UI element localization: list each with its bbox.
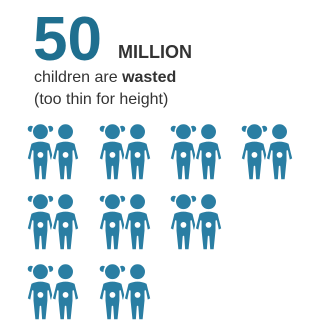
children-icon [27,194,79,250]
headline-unit: MILLION [118,42,192,62]
description-emphasis: wasted [121,69,176,86]
children-icon [27,264,79,320]
description: children are wasted [34,69,176,86]
description-note: (too thin for height) [34,91,168,108]
description-text: children are [34,69,118,86]
children-icon [170,124,222,180]
children-icon [170,194,222,250]
icon-grid [27,124,293,320]
children-icon [99,124,151,180]
children-icon [241,124,293,180]
children-icon [99,194,151,250]
infographic: 50 MILLION children are wasted (too thin… [0,0,308,336]
headline-number: 50 [33,5,102,74]
children-icon [99,264,151,320]
children-icon [27,124,79,180]
